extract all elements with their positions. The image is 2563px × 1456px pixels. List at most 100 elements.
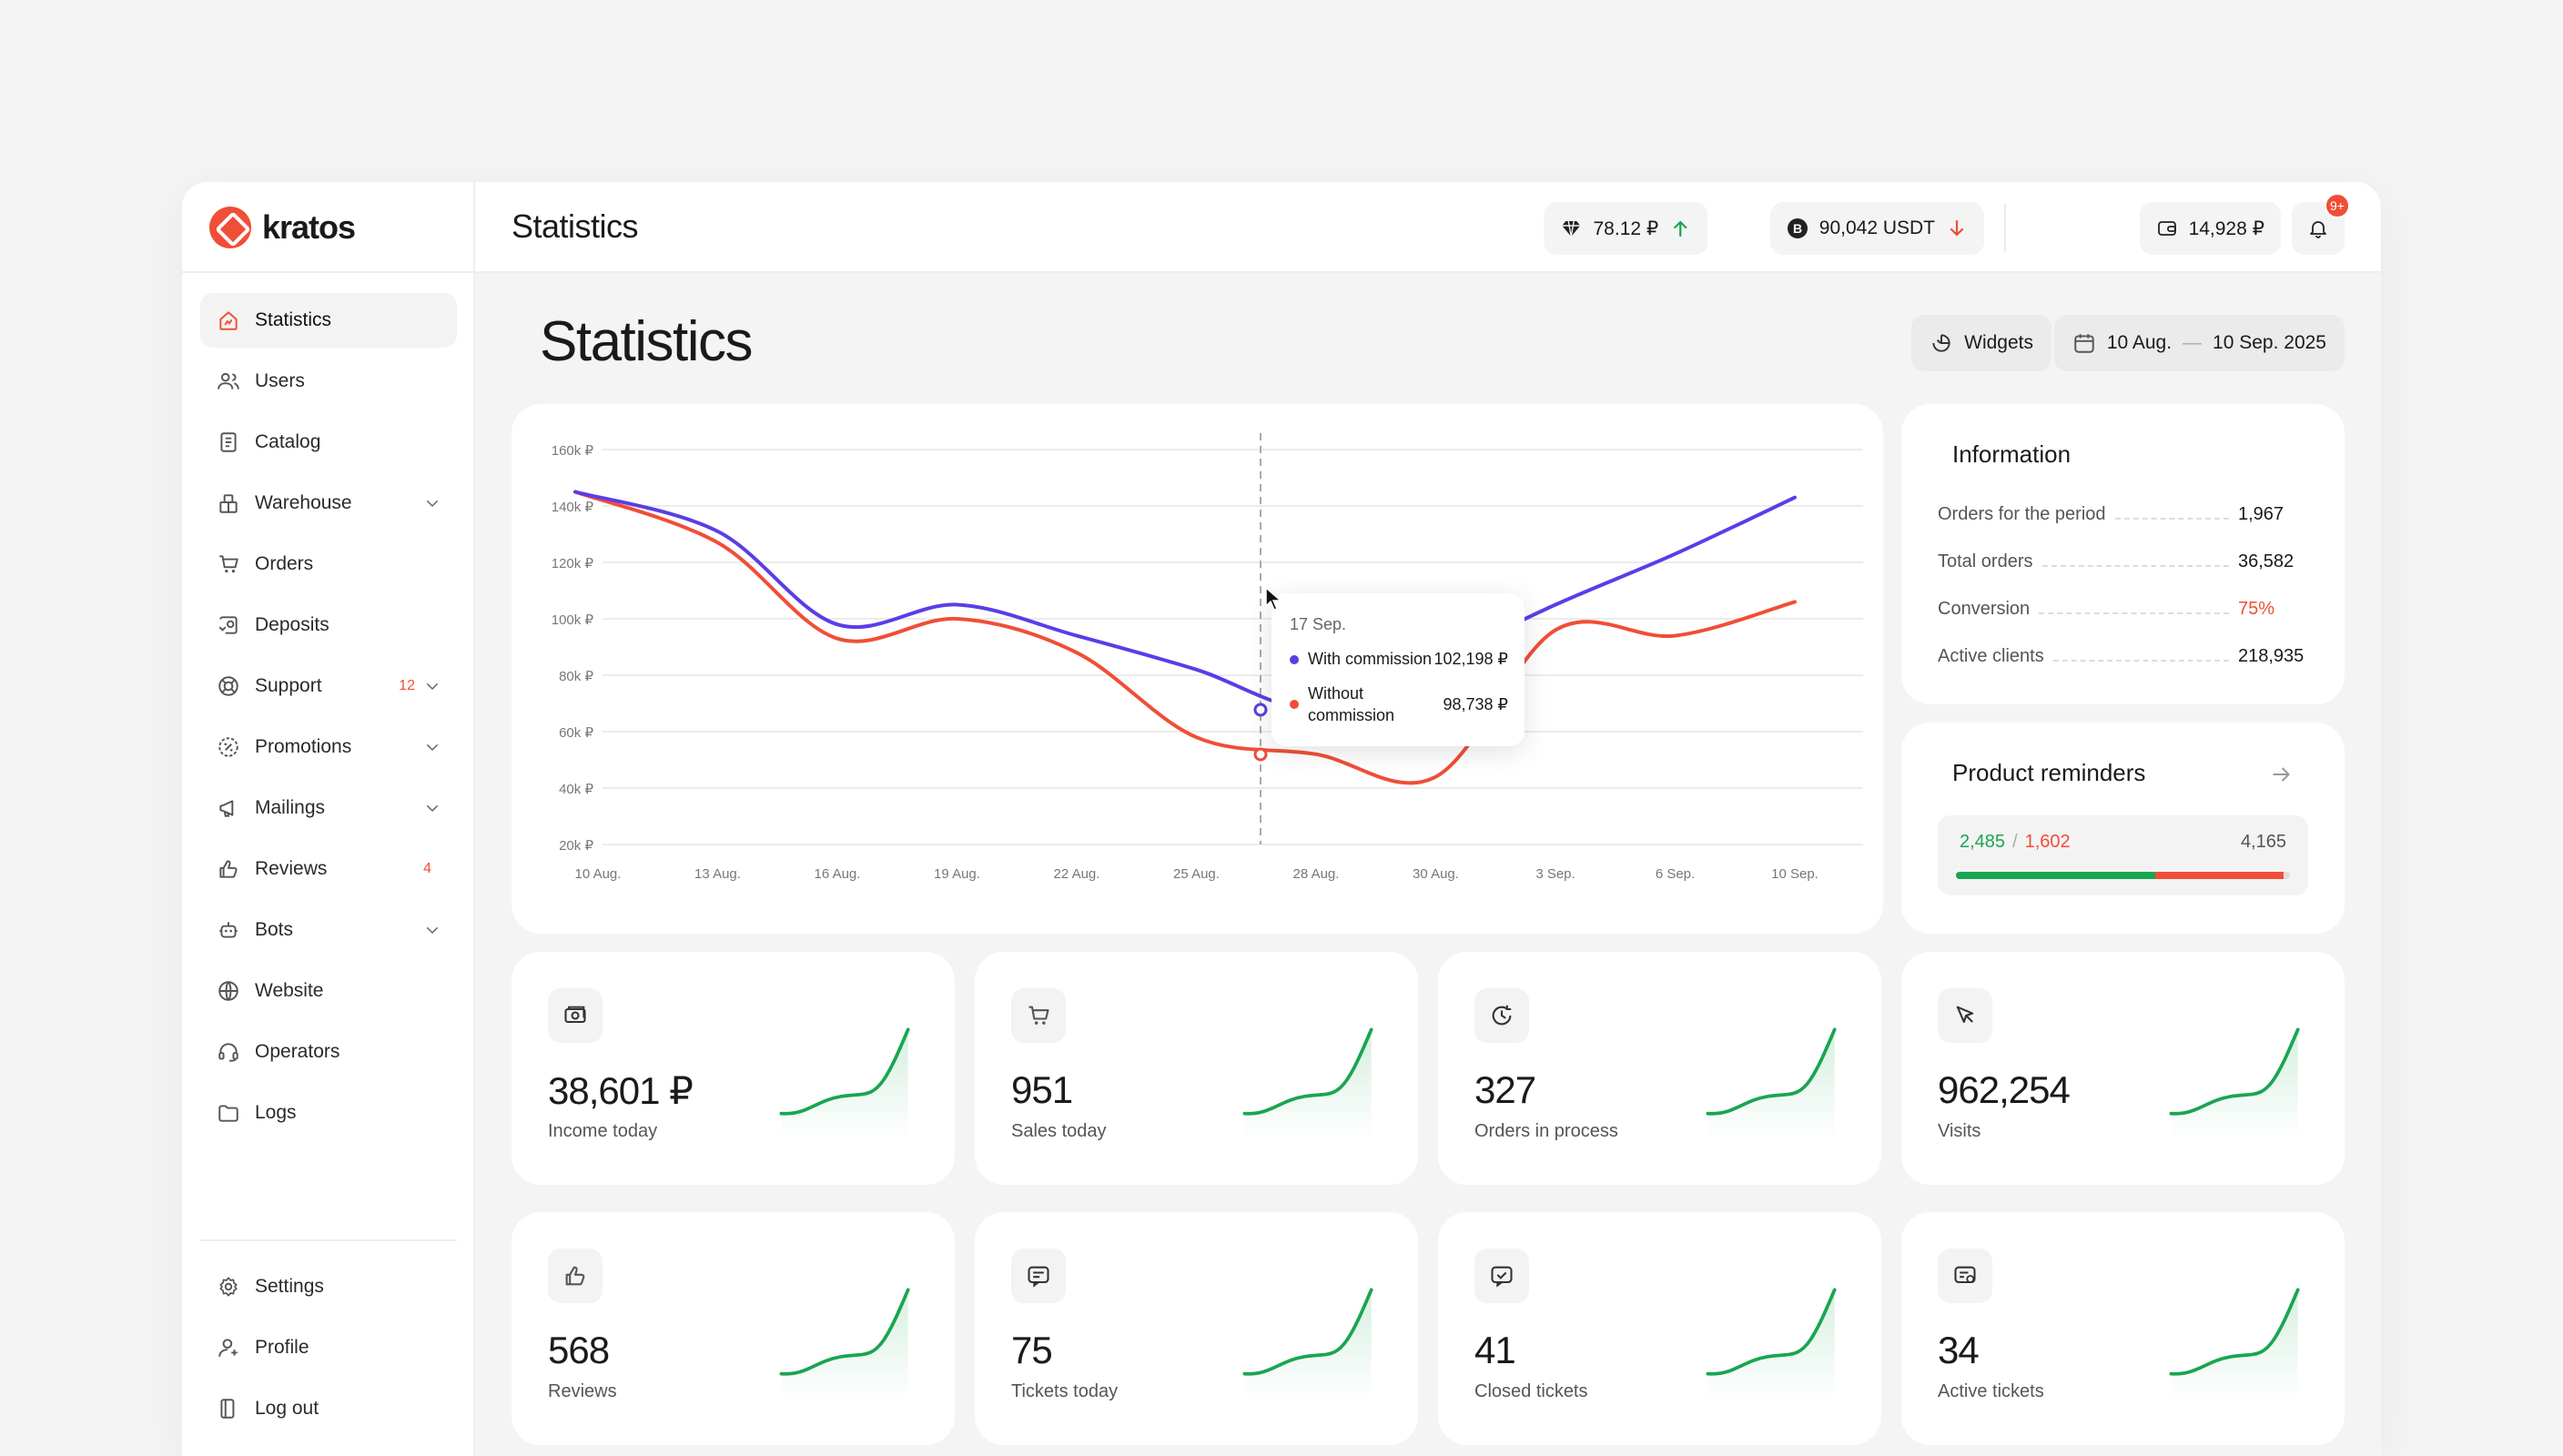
sidebar-item-orders[interactable]: Orders <box>200 537 457 592</box>
chevron-down-icon[interactable] <box>424 678 441 694</box>
sidebar-item-label: Users <box>255 370 305 391</box>
stat-label: Visits <box>1938 1121 1981 1141</box>
stat-label: Sales today <box>1011 1121 1107 1141</box>
sidebar-item-label: Bots <box>255 919 294 940</box>
sidebar-item-bots[interactable]: Bots <box>200 903 457 957</box>
sparkline <box>2169 1027 2300 1139</box>
wallet-icon <box>2157 221 2176 236</box>
top-header: Statistics 78.12 ₽ B 90,042 USDT 14,928 … <box>475 182 2381 273</box>
percent-icon <box>217 735 240 759</box>
sidebar-item-settings[interactable]: Settings <box>200 1259 457 1314</box>
sparkline <box>779 1027 910 1139</box>
stat-value: 568 <box>548 1329 610 1371</box>
sidebar-item-logs[interactable]: Logs <box>200 1086 457 1140</box>
arrow-down-icon <box>1950 219 1964 237</box>
money-icon <box>548 988 603 1043</box>
header-separator <box>2004 204 2006 251</box>
reminders-count-separator: / <box>2012 832 2018 852</box>
sidebar-item-promotions[interactable]: Promotions <box>200 720 457 774</box>
sidebar-item-users[interactable]: Users <box>200 354 457 409</box>
y-tick-label: 60k ₽ <box>559 725 593 741</box>
info-row-leader <box>2052 652 2229 662</box>
bitcoin-icon: B <box>1787 218 1808 238</box>
y-tick-label: 100k ₽ <box>552 612 594 628</box>
kratos-logo-icon <box>209 207 251 248</box>
sidebar-item-catalog[interactable]: Catalog <box>200 415 457 470</box>
date-range-picker[interactable]: 10 Aug. — 10 Sep. 2025 <box>2053 315 2345 371</box>
sidebar-item-deposits[interactable]: Deposits <box>200 598 457 652</box>
thumbs-up-icon <box>217 857 240 881</box>
bot-icon <box>217 918 240 942</box>
chevron-down-icon[interactable] <box>424 495 441 511</box>
sidebar-item-reviews[interactable]: Reviews 4 <box>200 842 457 896</box>
stat-card-visits[interactable]: 962,254 Visits <box>1901 952 2345 1185</box>
message-check-icon <box>1474 1249 1529 1303</box>
sidebar-item-label: Reviews <box>255 858 328 879</box>
stat-card-income-today[interactable]: 38,601 ₽ Income today <box>512 952 955 1185</box>
diamond-icon <box>1562 220 1581 238</box>
folder-icon <box>217 1101 240 1125</box>
sidebar-item-log-out[interactable]: Log out <box>200 1381 457 1436</box>
app-window: kratos Statistics Users Catalog Warehouse Or… <box>182 182 2381 1456</box>
chevron-down-icon[interactable] <box>424 800 441 816</box>
sidebar-item-label: Mailings <box>255 797 326 818</box>
stat-card-closed-tickets[interactable]: 41 Closed tickets <box>1438 1212 1881 1445</box>
stat-card-orders-in-process[interactable]: 327 Orders in process <box>1438 952 1881 1185</box>
stat-value: 41 <box>1474 1329 1516 1371</box>
rate-pill-usdt[interactable]: B 90,042 USDT <box>1769 202 1984 255</box>
sidebar-item-label: Statistics <box>255 309 332 330</box>
stat-value: 327 <box>1474 1068 1536 1111</box>
sidebar-item-label: Log out <box>255 1398 319 1419</box>
rate-pill-rub[interactable]: 78.12 ₽ <box>1544 202 1708 255</box>
widgets-icon <box>1932 334 1950 352</box>
sidebar-item-mailings[interactable]: Mailings <box>200 781 457 835</box>
info-row-leader <box>2114 511 2229 520</box>
tooltip-date: 17 Sep. <box>1290 615 1347 633</box>
stat-card-tickets-today[interactable]: 75 Tickets today <box>975 1212 1418 1445</box>
info-row-value: 36,582 <box>2238 551 2295 571</box>
notification-badge: 9+ <box>2325 193 2350 218</box>
headset-icon <box>217 1040 240 1064</box>
series-line-without-commission[interactable] <box>573 490 1797 785</box>
sidebar-item-support[interactable]: Support 12 <box>200 659 457 713</box>
sidebar-item-website[interactable]: Website <box>200 964 457 1018</box>
sidebar-item-badge: 12 <box>399 678 415 693</box>
arrow-right-icon[interactable] <box>2270 763 2294 786</box>
y-tick-label: 160k ₽ <box>552 443 594 459</box>
wallet-balance-value: 14,928 ₽ <box>2188 217 2264 239</box>
users-icon <box>217 369 240 393</box>
sidebar-item-warehouse[interactable]: Warehouse <box>200 476 457 531</box>
sidebar-item-statistics[interactable]: Statistics <box>200 293 457 348</box>
x-tick-label: 19 Aug. <box>934 866 980 882</box>
stat-card-sales-today[interactable]: 951 Sales today <box>975 952 1418 1185</box>
series-line-with-commission[interactable] <box>573 490 1797 712</box>
x-tick-label: 3 Sep. <box>1535 866 1575 882</box>
stat-card-reviews[interactable]: 568 Reviews <box>512 1212 955 1445</box>
chevron-down-icon[interactable] <box>424 922 441 938</box>
mouse-cursor-icon <box>1265 586 1282 611</box>
profile-icon <box>217 1336 240 1360</box>
tooltip-label-with: With commission <box>1308 650 1433 668</box>
wallet-balance[interactable]: 14,928 ₽ <box>2139 202 2281 255</box>
stat-label: Closed tickets <box>1474 1381 1588 1401</box>
catalog-icon <box>217 430 240 454</box>
brand-logo[interactable]: kratos <box>209 206 356 249</box>
line-chart[interactable]: 160k ₽ 140k ₽ 120k ₽ 100k ₽ 80k ₽ 60k ₽ 40k ₽ 2… <box>512 404 1883 934</box>
product-reminders-card[interactable]: Product reminders 2,485 / 1,602 4,165 <box>1901 723 2345 934</box>
chevron-down-icon[interactable] <box>424 739 441 755</box>
info-row-label: Orders for the period <box>1938 504 2106 524</box>
widgets-label: Widgets <box>1964 332 2033 353</box>
y-tick-label: 20k ₽ <box>559 838 593 854</box>
tooltip-row-without: Without commission 98,738 ₽ <box>1290 682 1508 726</box>
info-row-orders-for-the-period: Orders for the period 1,967 <box>1938 504 2302 525</box>
x-tick-label: 6 Sep. <box>1656 866 1695 882</box>
widgets-button[interactable]: Widgets <box>1911 315 2051 371</box>
thumbs-up-icon <box>548 1249 603 1303</box>
reminders-title: Product reminders <box>1952 759 2146 786</box>
x-tick-label: 10 Sep. <box>1771 866 1818 882</box>
sidebar-item-label: Orders <box>255 553 314 574</box>
x-tick-label: 13 Aug. <box>694 866 741 882</box>
sidebar-item-profile[interactable]: Profile <box>200 1320 457 1375</box>
sidebar-item-operators[interactable]: Operators <box>200 1025 457 1079</box>
stat-card-active-tickets[interactable]: 34 Active tickets <box>1901 1212 2345 1445</box>
